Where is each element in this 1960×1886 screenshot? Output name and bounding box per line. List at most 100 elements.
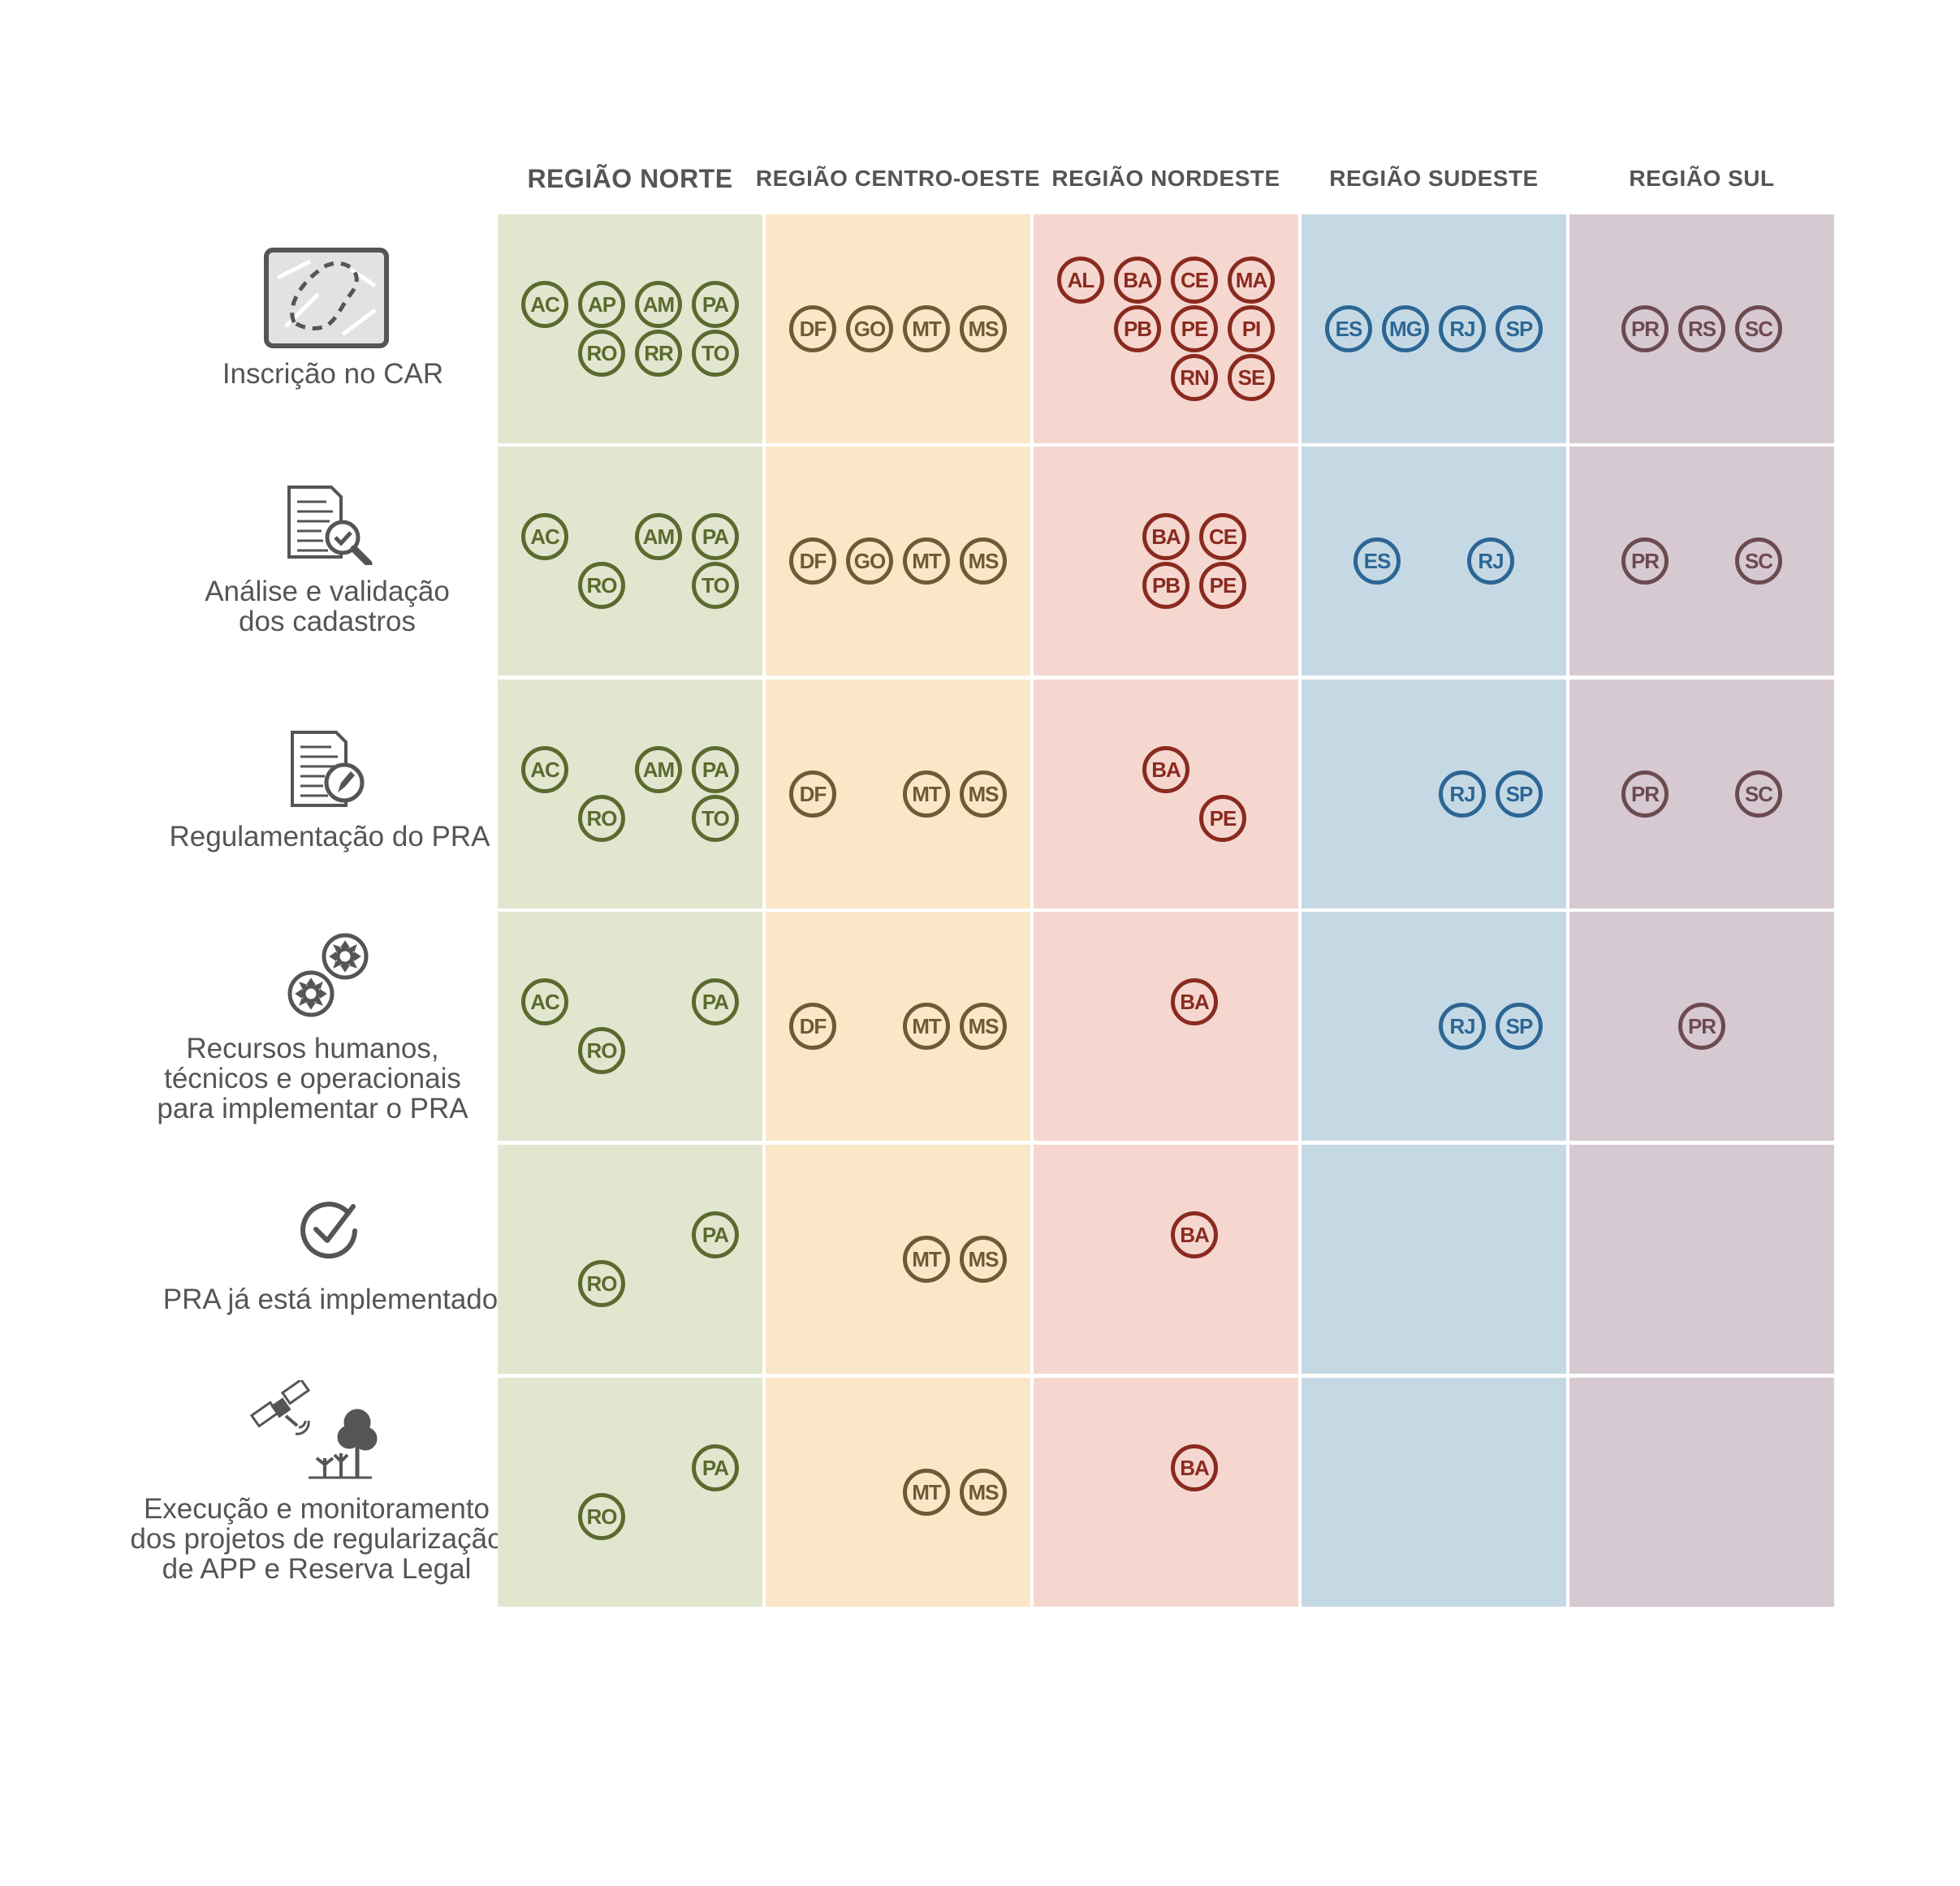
- cell-inscricao-car-sul: PR RS SC: [1569, 214, 1834, 443]
- state-badge-am: AM: [635, 746, 682, 793]
- state-badge-ap: AP: [578, 281, 625, 328]
- cell-pra-implementado-nordeste: BA: [1034, 1145, 1298, 1374]
- check-circle-icon: [296, 1197, 361, 1266]
- state-badge-es: ES: [1353, 537, 1401, 585]
- cell-pra-implementado-sudeste: [1302, 1145, 1566, 1374]
- state-badge-pr: PR: [1621, 770, 1669, 818]
- cell-recursos-humanos-nordeste: BA: [1034, 912, 1298, 1141]
- state-badge-ro: RO: [578, 795, 625, 842]
- cell-analise-validacao-centro-oeste: DF GO MT MS: [766, 447, 1030, 675]
- state-badge-ro: RO: [578, 1493, 625, 1540]
- cell-pra-implementado-norte: PA RO: [498, 1145, 762, 1374]
- state-badge-mt: MT: [903, 1003, 950, 1050]
- state-badge-ms: MS: [960, 305, 1007, 352]
- state-badge-se: SE: [1228, 354, 1275, 401]
- cell-execucao-monitoramento-nordeste: BA: [1034, 1378, 1298, 1607]
- state-badge-ba: BA: [1142, 746, 1189, 793]
- row-label-line: Execução e monitoramento: [143, 1493, 490, 1525]
- row-label-line: para implementar o PRA: [157, 1093, 468, 1124]
- row-label-line: Recursos humanos,: [186, 1033, 439, 1064]
- state-badge-sp: SP: [1496, 770, 1543, 818]
- cell-execucao-monitoramento-sudeste: [1302, 1378, 1566, 1607]
- row-label-line: técnicos e operacionais: [164, 1063, 461, 1094]
- state-badge-mt: MT: [903, 770, 950, 818]
- state-badge-pb: PB: [1142, 562, 1189, 609]
- state-badge-pa: PA: [692, 746, 739, 793]
- state-badge-rj: RJ: [1467, 537, 1514, 585]
- state-badge-rr: RR: [635, 330, 682, 377]
- cell-recursos-humanos-norte: AC PA RO: [498, 912, 762, 1141]
- state-badge-df: DF: [789, 537, 836, 585]
- state-badge-pa: PA: [692, 1211, 739, 1258]
- state-badge-ba: BA: [1171, 1444, 1218, 1491]
- document-search-icon: [283, 484, 380, 569]
- state-badge-rj: RJ: [1439, 305, 1486, 352]
- state-badge-ba: BA: [1114, 257, 1161, 304]
- row-label-line: Inscrição no CAR: [222, 358, 444, 390]
- state-badge-ba: BA: [1142, 513, 1189, 560]
- state-badge-ro: RO: [578, 330, 625, 377]
- state-badge-am: AM: [635, 281, 682, 328]
- row-label-inscricao-car: Inscrição no CAR: [142, 359, 524, 389]
- cell-regulamentacao-pra-sul: PR SC: [1569, 680, 1834, 908]
- state-badge-go: GO: [846, 305, 893, 352]
- cell-analise-validacao-nordeste: BA CE PB PE: [1034, 447, 1298, 675]
- state-badge-ma: MA: [1228, 257, 1275, 304]
- state-badge-mt: MT: [903, 305, 950, 352]
- satellite-trees-icon: [249, 1378, 380, 1490]
- state-badge-df: DF: [789, 1003, 836, 1050]
- state-badge-ac: AC: [521, 978, 568, 1025]
- state-badge-pr: PR: [1678, 1003, 1725, 1050]
- gears-icon: [287, 932, 376, 1025]
- cell-execucao-monitoramento-centro-oeste: MT MS: [766, 1378, 1030, 1607]
- state-badge-ce: CE: [1199, 513, 1246, 560]
- row-label-analise-validacao: Análise e validação dos cadastros: [136, 576, 518, 637]
- row-label-recursos-humanos: Recursos humanos, técnicos e operacionais…: [122, 1034, 503, 1124]
- header-region-sudeste: REGIÃO SUDESTE: [1329, 166, 1539, 191]
- state-badge-pe: PE: [1199, 795, 1246, 842]
- state-badge-ms: MS: [960, 1003, 1007, 1050]
- state-badge-mg: MG: [1382, 305, 1429, 352]
- row-label-line: dos projetos de regularização: [130, 1523, 503, 1555]
- state-badge-rn: RN: [1171, 354, 1218, 401]
- state-badge-ac: AC: [521, 746, 568, 793]
- state-badge-sp: SP: [1496, 1003, 1543, 1050]
- state-badge-pr: PR: [1621, 537, 1669, 585]
- state-badge-pe: PE: [1171, 305, 1218, 352]
- state-badge-ba: BA: [1171, 1211, 1218, 1258]
- state-badge-rs: RS: [1678, 305, 1725, 352]
- state-badge-ro: RO: [578, 562, 625, 609]
- state-badge-sp: SP: [1496, 305, 1543, 352]
- header-region-norte: REGIÃO NORTE: [527, 163, 733, 193]
- state-badge-pa: PA: [692, 513, 739, 560]
- row-label-execucao-monitoramento: Execução e monitoramento dos projetos de …: [126, 1494, 507, 1584]
- row-label-line: PRA já está implementado: [162, 1284, 499, 1315]
- cell-execucao-monitoramento-norte: PA RO: [498, 1378, 762, 1607]
- cell-analise-validacao-norte: AC AM PA RO TO: [498, 447, 762, 675]
- state-badge-ce: CE: [1171, 257, 1218, 304]
- cell-recursos-humanos-sul: PR: [1569, 912, 1834, 1141]
- cell-inscricao-car-nordeste: AL BA CE MA PB PE PI RN SE: [1034, 214, 1298, 443]
- state-badge-to: TO: [692, 562, 739, 609]
- cell-analise-validacao-sudeste: ES RJ: [1302, 447, 1566, 675]
- cell-regulamentacao-pra-nordeste: BA PE: [1034, 680, 1298, 908]
- row-label-regulamentacao-pra: Regulamentação do PRA: [139, 822, 520, 852]
- state-badge-df: DF: [789, 305, 836, 352]
- state-badge-to: TO: [692, 795, 739, 842]
- row-label-line: Análise e validação: [205, 576, 450, 607]
- cell-regulamentacao-pra-sudeste: RJ SP: [1302, 680, 1566, 908]
- state-badge-rj: RJ: [1439, 770, 1486, 818]
- state-badge-ac: AC: [521, 281, 568, 328]
- state-badge-ms: MS: [960, 1469, 1007, 1516]
- cell-pra-implementado-centro-oeste: MT MS: [766, 1145, 1030, 1374]
- cell-regulamentacao-pra-centro-oeste: DF MT MS: [766, 680, 1030, 908]
- cell-execucao-monitoramento-sul: [1569, 1378, 1834, 1607]
- state-badge-pi: PI: [1228, 305, 1275, 352]
- state-badge-pa: PA: [692, 1444, 739, 1491]
- state-badge-sc: SC: [1735, 770, 1782, 818]
- state-badge-pe: PE: [1199, 562, 1246, 609]
- cell-analise-validacao-sul: PR SC: [1569, 447, 1834, 675]
- state-badge-ms: MS: [960, 537, 1007, 585]
- state-badge-to: TO: [692, 330, 739, 377]
